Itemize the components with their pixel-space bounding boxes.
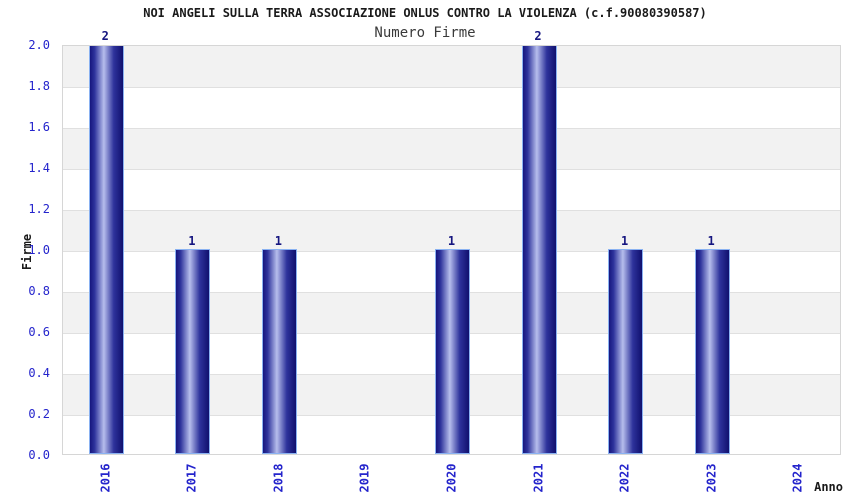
bar-value-label: 2 — [101, 29, 109, 43]
bar — [435, 249, 470, 454]
y-tick-label: 0.0 — [28, 448, 50, 462]
gridline — [63, 128, 840, 129]
bar — [521, 46, 557, 454]
grid-band — [63, 46, 840, 87]
x-tick-label: 2019 — [357, 463, 372, 493]
gridline — [63, 169, 840, 170]
bar-value-label: 1 — [620, 234, 629, 248]
x-tick-label: 2022 — [617, 463, 632, 493]
bar — [175, 249, 211, 454]
grid-band — [63, 87, 840, 128]
grid-band — [63, 169, 840, 210]
bar-value-label: 2 — [534, 29, 542, 43]
chart-subtitle: Numero Firme — [374, 25, 476, 41]
y-tick-label: 1.4 — [28, 161, 50, 175]
y-tick-label: 0.8 — [28, 284, 50, 298]
y-tick-label: 2.0 — [28, 38, 50, 52]
bar-value-label: 1 — [707, 234, 715, 248]
plot-area — [62, 45, 841, 455]
x-axis-title: Anno — [814, 480, 843, 494]
y-tick-label: 0.4 — [28, 366, 50, 380]
x-tick-label: 2020 — [444, 463, 459, 493]
x-tick-label: 2017 — [184, 463, 199, 493]
bar — [88, 46, 124, 454]
grid-band — [63, 210, 840, 251]
x-tick-label: 2018 — [271, 463, 286, 493]
y-tick-label: 1.6 — [28, 120, 50, 134]
bar — [261, 249, 297, 454]
y-tick-label: 0.2 — [28, 407, 50, 421]
x-tick-label: 2023 — [704, 463, 719, 493]
x-tick-label: 2016 — [98, 463, 113, 493]
bar-value-label: 1 — [188, 234, 196, 248]
bar-value-label: 1 — [274, 234, 282, 248]
gridline — [63, 87, 840, 88]
bar — [694, 249, 730, 454]
x-tick-label: 2024 — [790, 463, 805, 493]
grid-band — [63, 128, 840, 169]
x-tick-label: 2021 — [531, 463, 546, 493]
bar-value-label: 1 — [447, 234, 456, 248]
chart-title: NOI ANGELI SULLA TERRA ASSOCIAZIONE ONLU… — [143, 6, 707, 20]
y-tick-label: 1.8 — [28, 79, 50, 93]
bar — [608, 249, 644, 454]
gridline — [63, 210, 840, 211]
y-tick-label: 1.2 — [28, 202, 50, 216]
y-tick-label: 1.0 — [28, 243, 50, 257]
y-tick-label: 0.6 — [28, 325, 50, 339]
